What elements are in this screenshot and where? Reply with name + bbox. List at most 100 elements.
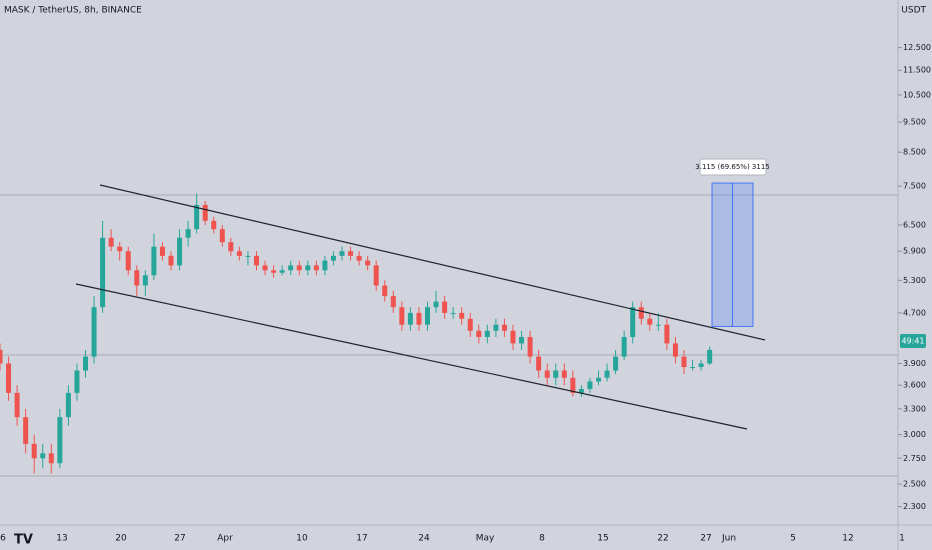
y-tick-label: 7.500	[903, 182, 926, 191]
y-tick-label: 3.900	[903, 359, 926, 368]
candle-body	[108, 237, 114, 247]
candle-body	[707, 349, 713, 364]
x-tick-label: 20	[115, 534, 127, 544]
candle-body	[621, 337, 627, 357]
candle-body	[519, 337, 525, 344]
candle-body	[442, 301, 448, 313]
candle-body	[117, 246, 123, 252]
candle-body	[262, 265, 268, 271]
x-tick-label: 22	[657, 534, 668, 544]
candle-body	[373, 265, 379, 286]
candle-body	[698, 363, 704, 368]
candle-body	[356, 255, 362, 261]
candle-body	[48, 453, 54, 464]
candle-body	[151, 246, 157, 276]
candle-body	[134, 270, 140, 286]
candle-body	[288, 265, 294, 271]
candle-body	[0, 349, 3, 364]
candle-body	[613, 356, 619, 371]
candle-body	[83, 356, 88, 371]
candle-body	[416, 312, 422, 325]
candle-body	[236, 251, 242, 256]
candle-body	[484, 330, 490, 338]
candle-body	[91, 307, 97, 357]
y-tick-label: 2.500	[903, 480, 926, 489]
x-tick-label: 1	[899, 534, 905, 544]
candle-body	[14, 392, 20, 418]
candle-body	[459, 312, 465, 319]
candle-body	[254, 255, 259, 266]
candle-body	[228, 242, 234, 252]
measure-label-box	[699, 158, 767, 176]
y-tick-label: 10.500	[903, 90, 931, 99]
x-tick-label: 5	[790, 534, 796, 544]
candle-body	[31, 443, 37, 459]
candle-body	[630, 307, 636, 338]
candle-body	[219, 229, 225, 243]
x-tick-label: Jun	[721, 534, 736, 544]
candle-body	[587, 381, 593, 390]
countdown: 49:41	[901, 336, 924, 345]
candle-body	[493, 324, 499, 331]
candle-body	[561, 370, 567, 378]
candle-body	[450, 312, 456, 314]
candle-body	[185, 229, 191, 238]
chart-title: MASK / TetherUS, 8h, BINANCE	[4, 6, 142, 16]
y-tick-label: 3.600	[903, 381, 926, 390]
x-tick-label: 6	[0, 534, 6, 544]
y-tick-label: 6.500	[903, 220, 926, 229]
y-tick-label: 11.500	[903, 66, 931, 75]
candle-body	[655, 324, 661, 326]
candle-body	[672, 343, 678, 357]
y-tick-label: 8.500	[903, 148, 926, 157]
y-tick-label: 3.300	[903, 404, 926, 413]
candle-body	[168, 255, 174, 266]
x-tick-label: Apr	[217, 534, 233, 544]
candle-body	[467, 318, 473, 331]
candle-body	[596, 377, 601, 382]
x-tick-label: 27	[174, 534, 185, 544]
candle-body	[553, 370, 559, 378]
candle-body	[40, 453, 46, 459]
candle-body	[6, 363, 12, 393]
trendline	[99, 184, 766, 341]
candle-body	[527, 337, 533, 357]
candle-body	[536, 356, 542, 371]
y-tick-label: 5.900	[903, 247, 926, 256]
candle-body	[125, 251, 131, 271]
candle-body	[177, 237, 183, 266]
measure-label: 3.115 (69.65%) 3115	[695, 163, 769, 171]
candle-body	[322, 260, 328, 271]
trendline	[75, 283, 748, 430]
y-tick-label: 2.300	[903, 502, 926, 511]
candle-body	[382, 285, 388, 297]
candle-body	[570, 377, 576, 393]
candle-body	[664, 324, 670, 344]
candle-body	[142, 275, 148, 286]
x-tick-label: May	[476, 534, 495, 544]
price-tag	[900, 333, 926, 348]
candle-body	[296, 265, 302, 271]
candle-body	[425, 307, 430, 325]
candle-body	[544, 370, 550, 378]
candle-body	[245, 255, 251, 257]
x-tick-label: 24	[418, 534, 430, 544]
y-tick-label: 9.500	[903, 118, 926, 127]
x-tick-label: 8	[539, 534, 545, 544]
x-tick-label: 17	[356, 534, 367, 544]
y-tick-label: 2.750	[903, 454, 926, 463]
candle-body	[578, 389, 584, 393]
candle-body	[647, 318, 653, 325]
candle-body	[57, 417, 63, 464]
candle-body	[271, 270, 277, 273]
x-tick-label: 12	[842, 534, 853, 544]
candle-body	[339, 251, 345, 256]
candle-body	[501, 324, 507, 331]
candle-body	[604, 370, 610, 378]
candle-body	[399, 307, 405, 325]
candle-body	[476, 330, 482, 338]
x-tick-label: 15	[597, 534, 608, 544]
candle-body	[305, 265, 311, 271]
candle-body	[202, 204, 208, 221]
candle-body	[390, 296, 396, 308]
